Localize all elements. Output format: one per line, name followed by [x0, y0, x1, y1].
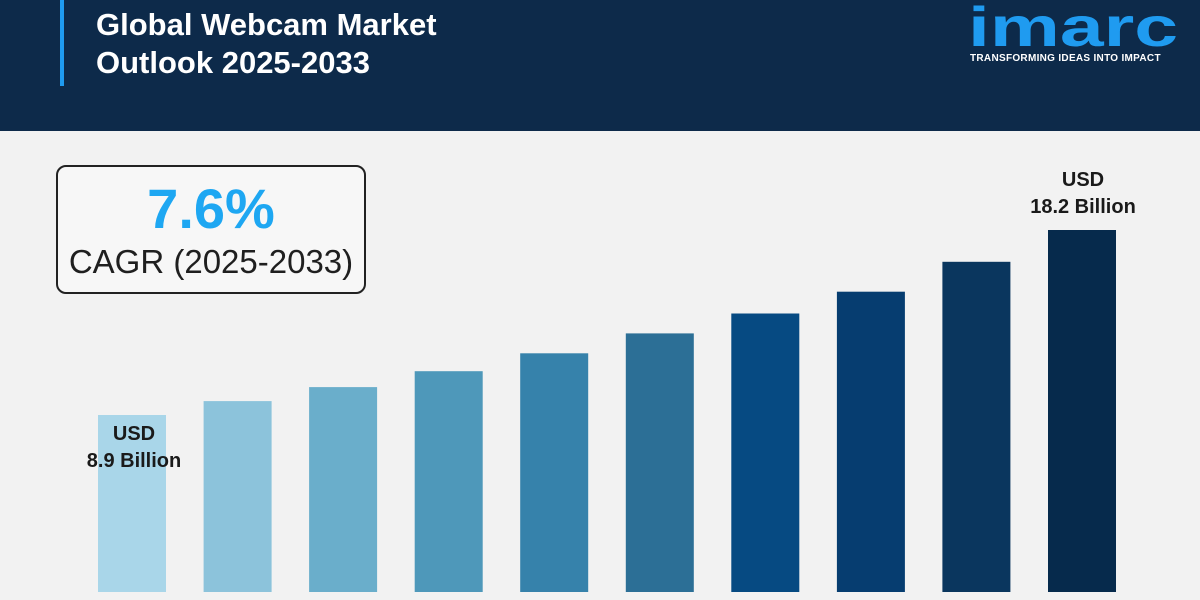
cagr-value: 7.6% — [147, 177, 275, 240]
callout-first-year: USD 8.9 Billion — [84, 421, 184, 475]
bar-2030 — [731, 313, 800, 592]
x-tick-label-2028: 2028 — [539, 598, 570, 600]
logo-wordmark: imarc — [968, 2, 1178, 54]
x-tick-label-2032: 2032 — [961, 598, 992, 600]
callout-last-currency: USD — [1061, 169, 1105, 191]
bar-2028 — [520, 353, 589, 592]
title-line-1: Global Webcam Market — [96, 7, 437, 42]
callout-first-value: 8.9 Billion — [86, 450, 182, 472]
header-banner: Global Webcam Market Outlook 2025-2033 i… — [0, 0, 1200, 131]
bar-2033 — [1048, 230, 1116, 592]
x-tick-label-2033: 2033 — [1066, 598, 1097, 600]
x-tick-label-2024: 2024 — [116, 598, 147, 600]
x-tick-label-2026: 2026 — [328, 598, 359, 600]
callout-last-value: 18.2 Billion — [1030, 196, 1136, 218]
x-tick-label-2031: 2031 — [855, 598, 886, 600]
bar-chart: 2024 2025 2026 2027 2028 2029 2030 2031 2032 2033 — [98, 230, 1116, 600]
callout-last-year: USD 18.2 Billion — [1022, 167, 1144, 221]
bar-2031 — [836, 291, 905, 592]
x-tick-label-2029: 2029 — [644, 598, 675, 600]
x-tick-label-2030: 2030 — [750, 598, 781, 600]
bar-2027 — [414, 371, 483, 592]
bar-2029 — [625, 333, 694, 592]
bar-2025 — [203, 401, 272, 592]
x-tick-label-2027: 2027 — [433, 598, 464, 600]
cagr-box: 7.6% CAGR (2025-2033) — [56, 165, 366, 294]
cagr-label: CAGR (2025-2033) — [68, 243, 354, 280]
callout-first-currency: USD — [112, 423, 156, 445]
bar-2024 — [98, 415, 166, 592]
bar-2032 — [942, 261, 1011, 592]
bar-2026 — [309, 387, 378, 592]
title-accent-rule — [60, 0, 64, 86]
x-tick-label-2025: 2025 — [222, 598, 253, 600]
imarc-logo: imarc — [968, 2, 1183, 70]
page-title: Global Webcam Market Outlook 2025-2033 — [96, 6, 437, 82]
logo-tagline: TRANSFORMING IDEAS INTO IMPACT — [970, 53, 1161, 64]
title-line-2: Outlook 2025-2033 — [96, 45, 370, 80]
